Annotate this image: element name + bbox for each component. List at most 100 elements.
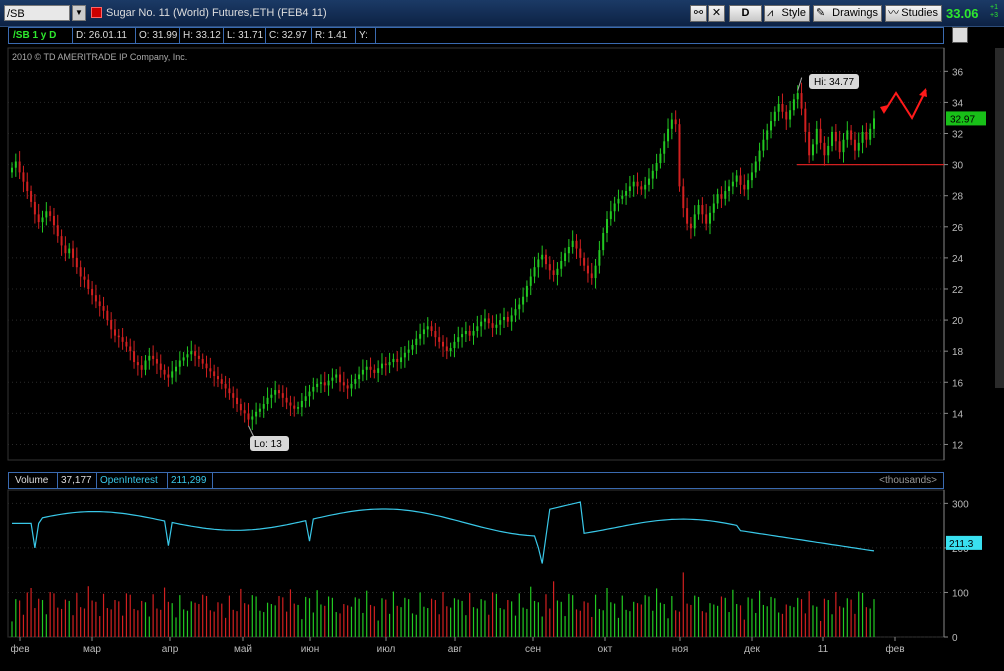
y-tick-label: 34: [952, 98, 964, 109]
candle-body: [319, 382, 322, 384]
change-top: +1: [990, 4, 998, 11]
candle-body: [560, 260, 563, 269]
candle-body: [163, 369, 166, 375]
symbol-period[interactable]: /SB 1 y D: [13, 30, 57, 41]
candle-body: [670, 119, 673, 129]
oi-badge-box: [946, 535, 982, 550]
link-icon[interactable]: ⚯: [690, 5, 707, 22]
candle-body: [495, 324, 498, 328]
candle-body: [68, 248, 71, 254]
candle-body: [133, 351, 136, 363]
candle-body: [651, 170, 654, 179]
x-tick-label: дек: [744, 644, 760, 655]
candle-body: [522, 296, 525, 305]
candle-body: [312, 386, 315, 392]
candle-body: [354, 379, 357, 384]
candle-body: [827, 145, 830, 156]
candle-body: [213, 371, 216, 377]
right-scrollbar[interactable]: [995, 48, 1004, 388]
candle-body: [182, 357, 185, 361]
candle-body: [766, 130, 769, 140]
candle-body: [91, 288, 94, 296]
alert-icon[interactable]: [91, 7, 102, 18]
x-tick-label: фев: [10, 643, 29, 655]
crosshair-icon[interactable]: ✕: [708, 5, 725, 22]
candle-body: [148, 355, 151, 361]
candle-body: [216, 376, 219, 380]
candle-body: [785, 111, 788, 120]
candle-body: [815, 128, 818, 145]
candle-body: [758, 150, 761, 162]
candle-body: [403, 352, 406, 358]
candle-body: [358, 374, 361, 380]
symbol-input[interactable]: /SB: [4, 5, 70, 21]
candle-body: [308, 391, 311, 397]
symbol-dropdown-button[interactable]: ▼: [72, 5, 86, 21]
close-value: C: 32.97: [269, 30, 307, 41]
candle-body: [453, 341, 456, 349]
candle-body: [377, 368, 380, 373]
y-tick-label: 28: [952, 192, 964, 203]
y-value: Y:: [359, 30, 368, 41]
hi-label: Hi: 34.77: [814, 77, 854, 88]
high-value: H: 33.12: [183, 30, 221, 41]
candle-body: [121, 337, 124, 342]
candle-body: [384, 363, 387, 366]
period-button[interactable]: D: [729, 5, 762, 22]
style-icon: ⩘: [767, 7, 774, 19]
candle-body: [506, 316, 509, 322]
candle-body: [869, 128, 872, 140]
candle-body: [548, 264, 551, 271]
y-tick-label: 20: [952, 316, 964, 327]
chart-settings-icon[interactable]: [952, 27, 968, 43]
hi-leader: [797, 77, 803, 91]
candle-body: [457, 337, 460, 342]
candle-body: [430, 326, 433, 331]
candle-body: [11, 167, 13, 173]
candle-body: [247, 413, 250, 420]
style-button[interactable]: ⩘ Style: [764, 5, 810, 22]
candle-body: [167, 374, 170, 378]
candle-body: [476, 326, 479, 331]
candle-body: [510, 315, 513, 322]
candle-body: [140, 365, 143, 370]
candle-body: [380, 363, 383, 369]
pencil-icon: ✎: [816, 7, 826, 19]
candle-body: [472, 330, 475, 336]
candle-body: [747, 180, 750, 190]
candle-body: [678, 124, 681, 187]
lo-label-box: [250, 436, 289, 451]
range-value: R: 1.41: [315, 30, 348, 41]
candle-body: [533, 267, 536, 277]
candle-body: [697, 205, 700, 215]
price-badge-box: [946, 111, 986, 126]
candle-body: [792, 99, 795, 111]
y-tick-label: 18: [952, 347, 964, 358]
candle-body: [621, 195, 624, 199]
candle-body: [777, 103, 780, 112]
candle-body: [636, 181, 639, 187]
candle-body: [365, 366, 368, 370]
candle-body: [873, 118, 875, 129]
volume-info-bar: Volume 37,177 OpenInterest 211,299 <thou…: [8, 472, 944, 489]
candle-body: [396, 358, 399, 363]
candle-body: [514, 309, 517, 316]
candle-body: [26, 181, 29, 192]
vol-tick-label: 0: [952, 633, 958, 644]
candle-body: [819, 128, 822, 143]
open-value: O: 31.99: [139, 30, 178, 41]
last-price: 33.06: [946, 6, 979, 21]
studies-button[interactable]: 〰 Studies: [885, 5, 942, 22]
candle-body: [544, 254, 547, 265]
candle-body: [22, 172, 25, 182]
candle-body: [583, 257, 586, 266]
candle-body: [461, 334, 464, 338]
oi-label: OpenInterest: [100, 475, 158, 486]
candle-body: [689, 223, 692, 229]
candle-body: [632, 181, 635, 187]
drawings-button[interactable]: ✎ Drawings: [813, 5, 882, 22]
candle-body: [647, 178, 650, 185]
candle-body: [586, 265, 589, 274]
candle-body: [594, 265, 597, 279]
